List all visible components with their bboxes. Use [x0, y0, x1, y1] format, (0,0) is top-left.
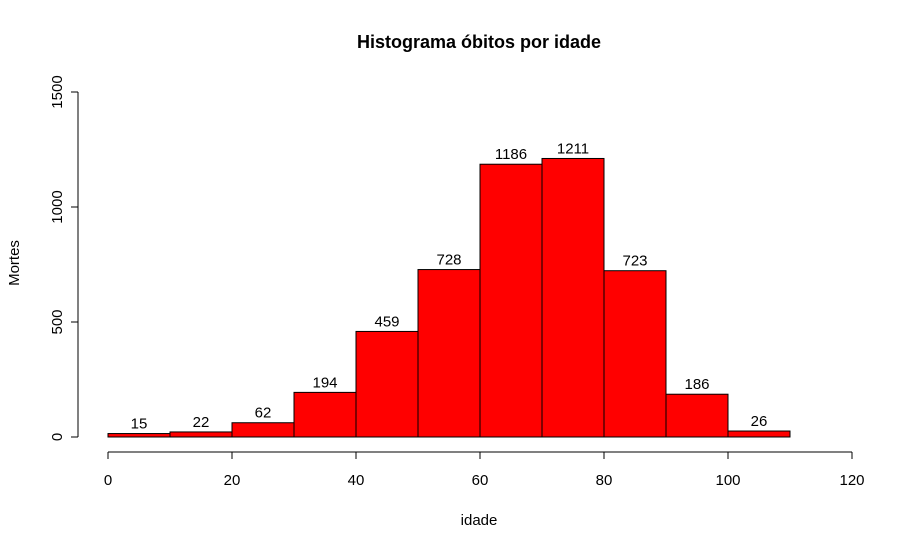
x-tick-label: 0: [104, 472, 112, 489]
x-tick-label: 120: [839, 472, 864, 489]
histogram-bar: [355, 330, 419, 438]
data-labels-group: 15 22 62 194 459 728 1186 1211 723 186 26: [131, 140, 768, 432]
bar-value-label: 1186: [495, 146, 527, 163]
bars-group: [107, 157, 791, 438]
chart-title: Histograma óbitos por idade: [357, 32, 601, 52]
x-tick-label: 60: [472, 472, 489, 489]
histogram-bar: [479, 163, 543, 438]
y-tick-label: 0: [49, 433, 66, 441]
histogram-bar: [417, 269, 481, 438]
x-tick-label: 80: [596, 472, 613, 489]
bar-value-label: 15: [131, 416, 148, 433]
bar-value-label: 22: [193, 414, 210, 431]
histogram-bar: [169, 431, 233, 438]
bar-value-label: 26: [751, 413, 768, 430]
histogram-bar: [107, 433, 171, 438]
bar-value-label: 62: [255, 405, 272, 422]
bar-value-label: 723: [622, 253, 647, 270]
histogram-bar: [541, 157, 605, 438]
histogram-bar: [603, 270, 667, 438]
bar-value-label: 459: [374, 313, 399, 330]
y-tick-label: 1000: [49, 190, 66, 223]
bar-value-label: 728: [436, 252, 461, 269]
histogram-bar: [665, 393, 729, 438]
y-axis-label: Mortes: [6, 240, 23, 286]
histogram-bar: [727, 430, 791, 438]
histogram-bar: [231, 422, 295, 438]
x-tick-label: 100: [715, 472, 740, 489]
histogram-bar: [293, 391, 357, 438]
x-tick-label: 40: [348, 472, 365, 489]
bar-value-label: 1211: [557, 140, 589, 157]
bar-value-label: 186: [684, 376, 709, 393]
x-tick-label: 20: [224, 472, 241, 489]
y-tick-label: 500: [49, 309, 66, 334]
y-axis: 0 500 1000 1500: [49, 75, 79, 441]
y-tick-label: 1500: [49, 75, 66, 108]
x-axis-label: idade: [461, 512, 498, 529]
bar-value-label: 194: [312, 374, 337, 391]
x-axis: 0 20 40 60 80 100 120: [104, 451, 865, 489]
